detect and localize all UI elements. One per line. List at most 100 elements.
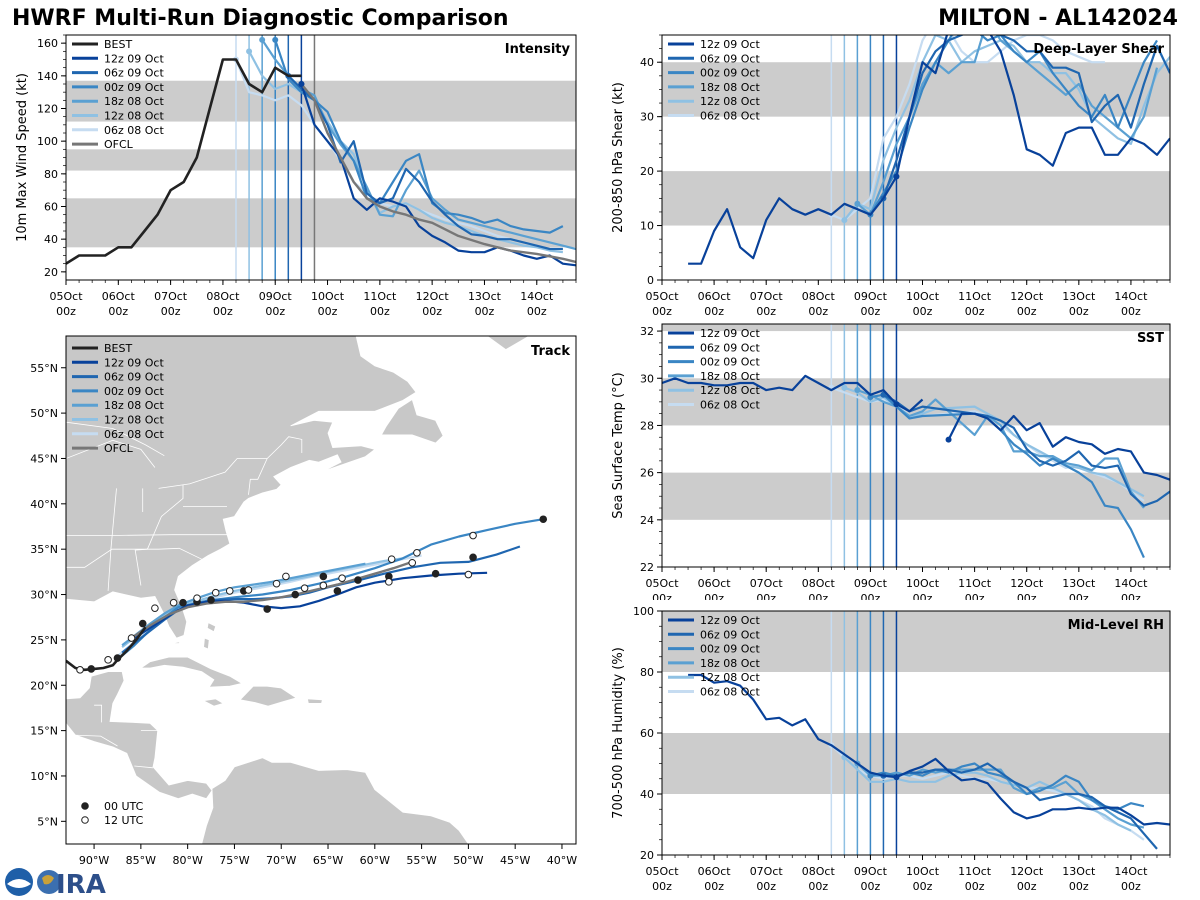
marker-00utc	[319, 572, 328, 581]
x-tick-sublabel: 00z	[704, 880, 724, 893]
lat-tick-label: 30°N	[30, 589, 58, 602]
x-tick-label: 13Oct	[468, 290, 502, 303]
sst-chart: 22 24 26 28 30 32 05Oct 00z 06Oct 00z 07Oct 00z 08Oc…	[611, 323, 1171, 600]
marker-12utc	[387, 555, 396, 563]
x-tick-label: 14Oct	[1114, 577, 1148, 590]
range-band-2	[662, 324, 1170, 332]
x-tick-sublabel: 00z	[808, 305, 828, 318]
x-tick-sublabel: 00z	[161, 305, 181, 318]
border-line-7	[248, 458, 268, 495]
series-init-point	[246, 48, 253, 55]
lon-tick-label: 60°W	[360, 854, 390, 867]
marker-legend-label: 00 UTC	[104, 800, 144, 813]
land-jamaica	[202, 698, 225, 707]
y-tick-label: 22	[640, 561, 654, 574]
legend-label: 00z 09 Oct	[104, 385, 164, 398]
x-tick-sublabel: 00z	[965, 592, 985, 600]
x-tick-sublabel: 00z	[422, 305, 442, 318]
x-tick-label: 06Oct	[698, 290, 732, 303]
x-tick-label: 08Oct	[206, 290, 240, 303]
lat-tick-label: 5°N	[37, 815, 58, 828]
lat-tick-label: 40°N	[30, 498, 58, 511]
series-init-point	[867, 394, 874, 401]
cira-logo: IRA	[5, 868, 106, 898]
y-tick-label: 80	[44, 168, 58, 181]
border-line-13	[134, 765, 154, 769]
marker-12utc	[225, 587, 234, 595]
lon-tick-label: 65°W	[313, 854, 343, 867]
marker-00utc	[263, 605, 271, 613]
x-tick-label: 14Oct	[1114, 865, 1148, 878]
x-tick-sublabel: 00z	[861, 880, 881, 893]
plot-frame	[661, 323, 1171, 568]
series-line-06z-09-Oct	[883, 762, 1158, 850]
cira-wordmark: IRA	[56, 870, 106, 898]
x-tick-label: 08Oct	[802, 290, 836, 303]
legend-label: 12z 09 Oct	[104, 356, 164, 369]
rh-chart: 20 40 60 80 100 05Oct 00z 06Oct 00z 07Oct 00z 08Oct…	[611, 605, 1171, 893]
legend-label: 12z 08 Oct	[104, 414, 164, 427]
x-tick-sublabel: 00z	[1069, 880, 1089, 893]
series-init-point	[867, 772, 874, 779]
lon-tick-label: 80°W	[172, 854, 202, 867]
x-tick-label: 09Oct	[854, 865, 888, 878]
x-tick-sublabel: 00z	[861, 592, 881, 600]
land-south-america	[201, 757, 469, 844]
series-line-12z-09-Oct	[300, 83, 576, 267]
marker-12utc	[300, 584, 309, 592]
marker-legend-label: 12 UTC	[104, 814, 144, 827]
panel-title: Track	[531, 344, 570, 359]
x-tick-label: 13Oct	[1062, 290, 1096, 303]
legend-label: 12z 09 Oct	[700, 614, 760, 627]
marker-00utc	[431, 569, 440, 578]
series-group	[66, 36, 576, 267]
globe-land-icon	[42, 875, 54, 885]
y-axis-label: 10m Max Wind Speed (kt)	[15, 73, 30, 242]
marker-legend-symbol	[81, 816, 89, 824]
legend-label: 18z 08 Oct	[104, 399, 164, 412]
lon-tick-label: 75°W	[219, 854, 249, 867]
panel-title: Intensity	[505, 42, 571, 57]
x-tick-label: 11Oct	[958, 577, 992, 590]
land-bahamas-andros	[203, 637, 210, 650]
legend-label: 18z 08 Oct	[104, 95, 164, 108]
series-init-point	[841, 384, 848, 391]
series-init-point	[259, 36, 266, 43]
marker-00utc	[539, 515, 548, 524]
series-line-BEST	[66, 58, 302, 265]
legend-label: 12z 09 Oct	[700, 327, 760, 340]
x-tick-label: 06Oct	[698, 577, 732, 590]
border-line-3	[134, 484, 184, 586]
marker-12utc	[282, 572, 290, 581]
land-greenland-tip	[449, 336, 530, 351]
legend-label: OFCL	[104, 138, 134, 151]
land-mexico-central	[66, 671, 213, 800]
x-tick-sublabel: 00z	[652, 305, 672, 318]
x-tick-label: 05Oct	[645, 290, 679, 303]
x-tick-label: 11Oct	[958, 290, 992, 303]
x-tick-label: 10Oct	[311, 290, 345, 303]
border-line-10	[94, 704, 102, 723]
x-tick-label: 14Oct	[1114, 290, 1148, 303]
lat-tick-label: 55°N	[30, 362, 58, 375]
x-tick-sublabel: 00z	[913, 880, 933, 893]
marker-00utc	[291, 590, 300, 599]
marker-12utc	[76, 666, 84, 674]
x-tick-sublabel: 00z	[965, 880, 985, 893]
x-tick-label: 13Oct	[1062, 865, 1096, 878]
land-cuba	[139, 656, 243, 688]
marker-12utc	[104, 656, 112, 664]
page-title: HWRF Multi-Run Diagnostic Comparison	[12, 6, 509, 31]
series-group	[662, 374, 1170, 559]
series-line-OFCL	[300, 83, 576, 264]
series-init-point	[298, 81, 305, 87]
legend-label: 12z 08 Oct	[700, 671, 760, 684]
y-tick-label: 20	[640, 849, 654, 862]
x-tick-sublabel: 00z	[213, 305, 233, 318]
y-tick-label: 20	[640, 165, 654, 178]
x-tick-sublabel: 00z	[861, 305, 881, 318]
series-line-00z-09-Oct	[869, 35, 1158, 216]
series-line-12z-08-Oct	[843, 756, 1132, 832]
legend-label: 06z 08 Oct	[104, 428, 164, 441]
range-band-0	[662, 171, 1170, 226]
